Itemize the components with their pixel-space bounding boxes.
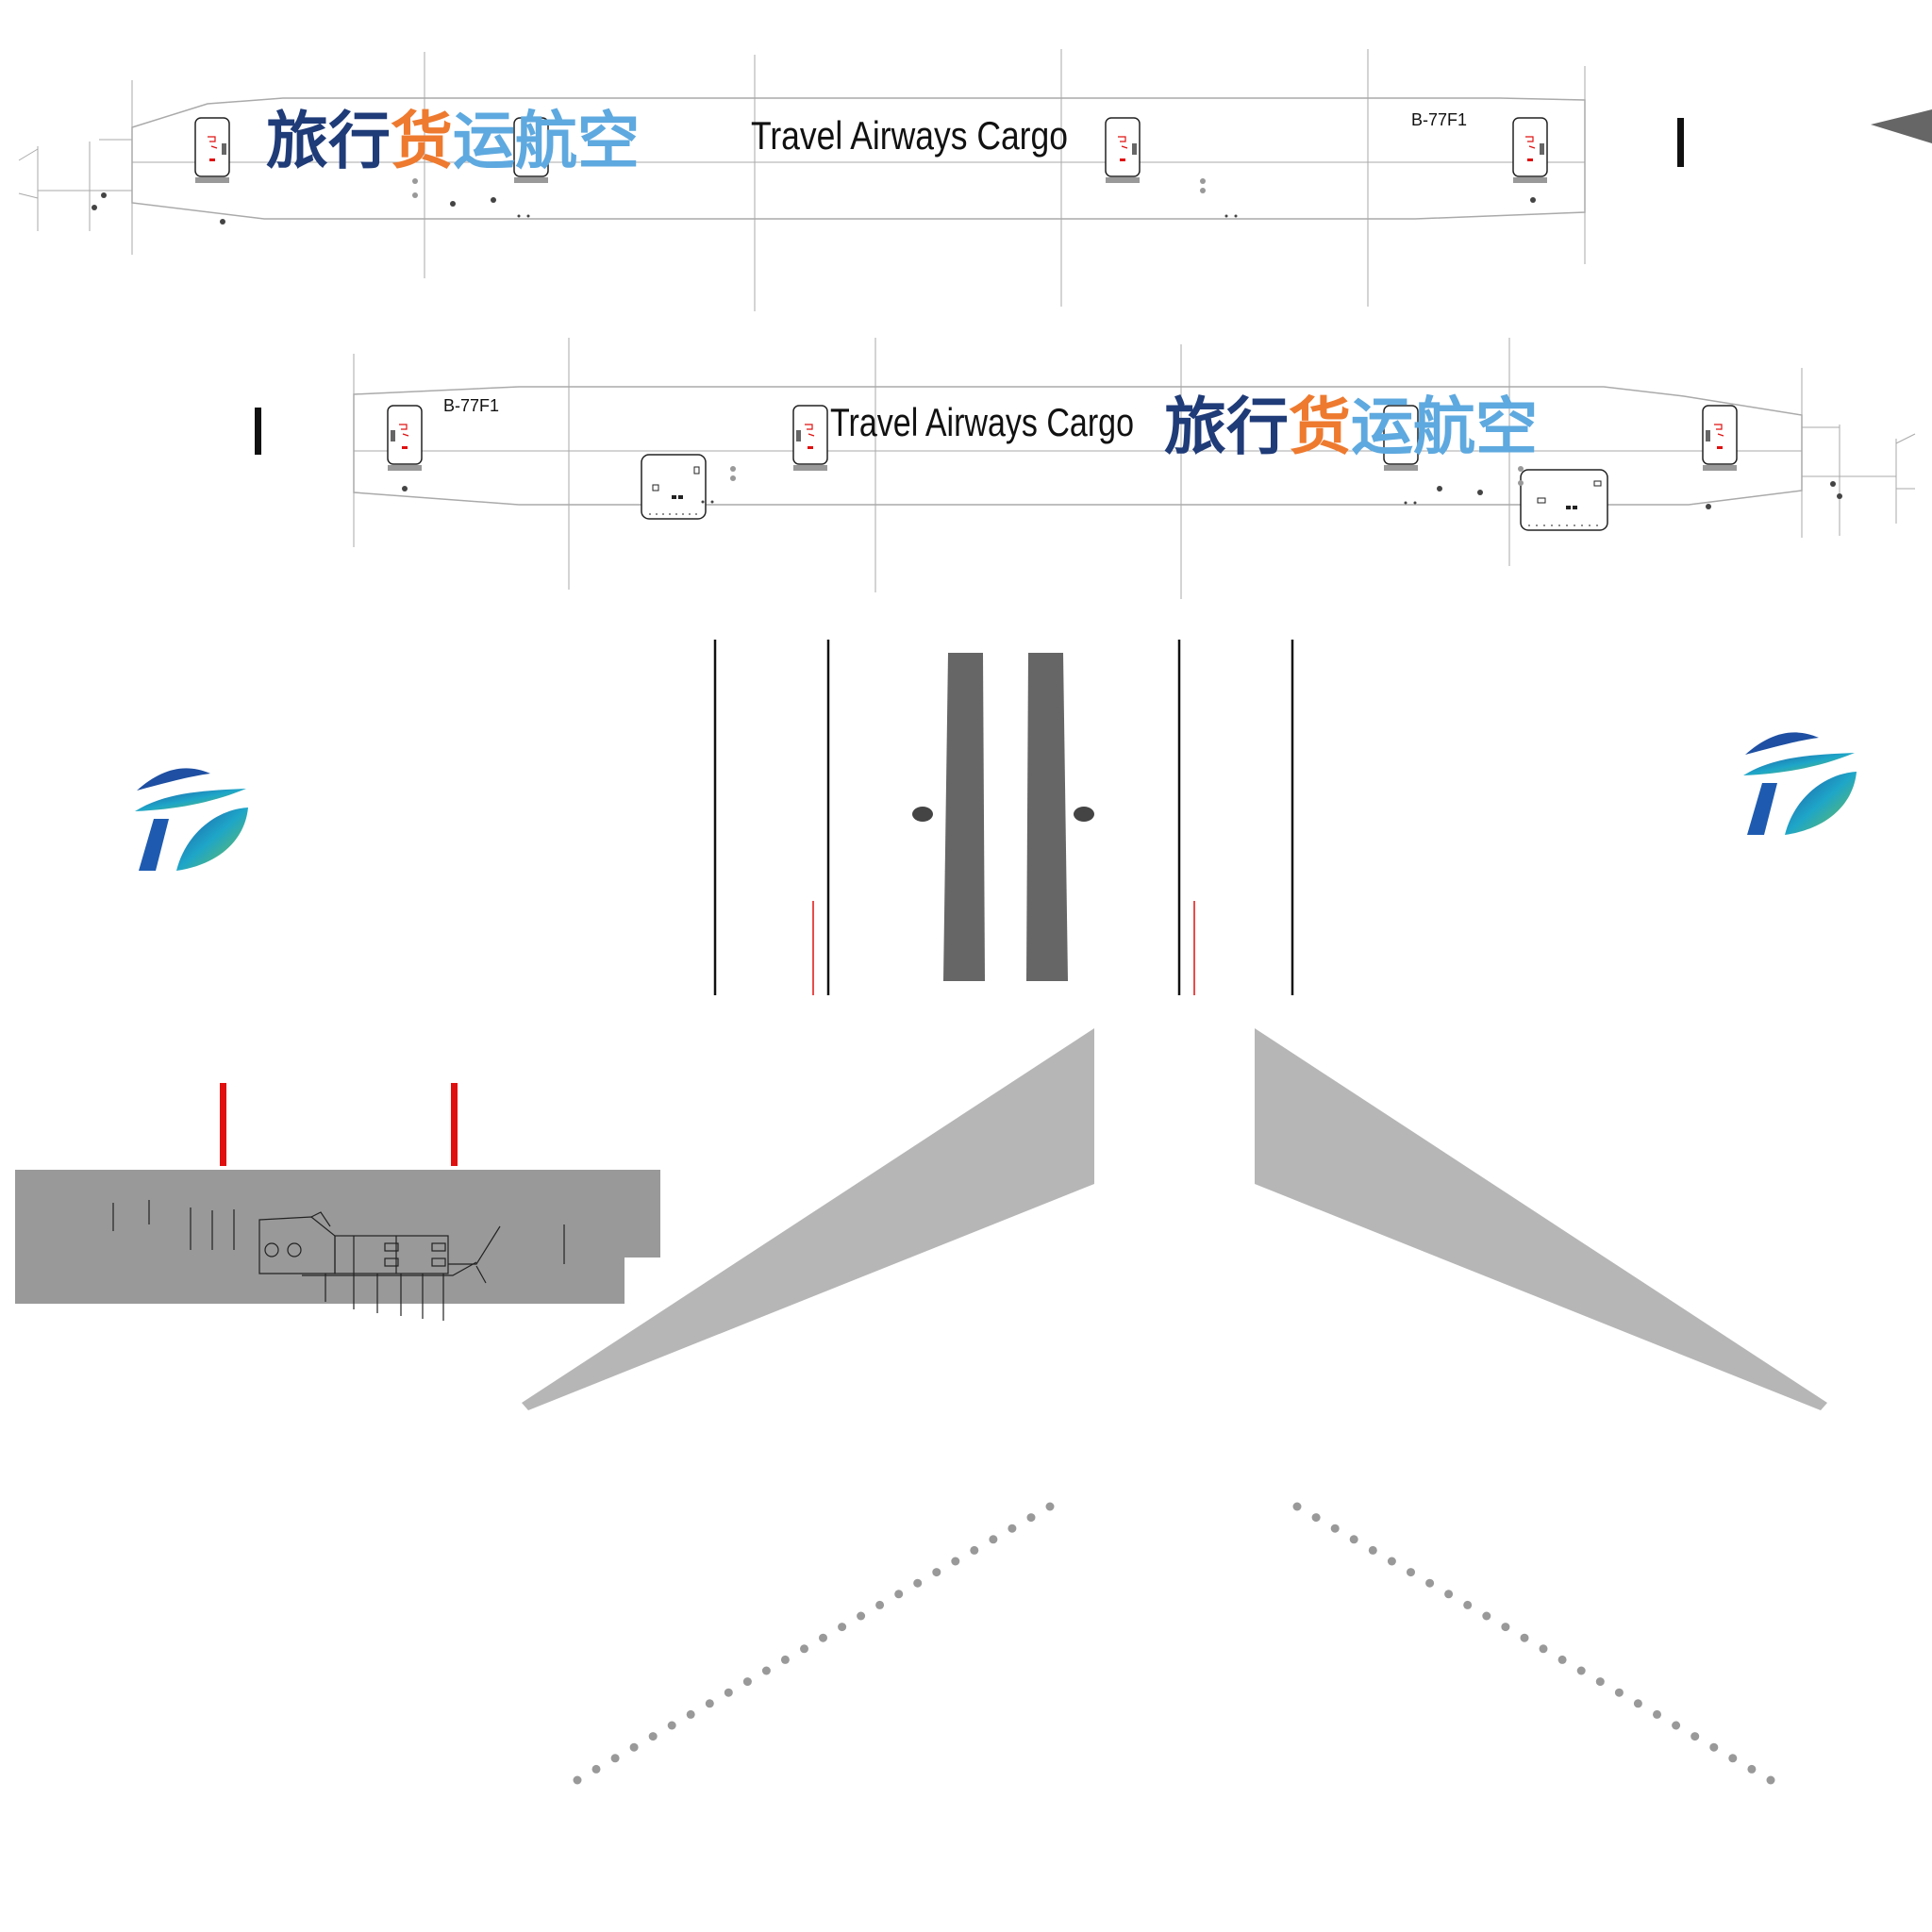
flap-dot [1576,1666,1586,1675]
door-icon [1702,405,1738,471]
airline-name-cn-orange: 货 [391,105,453,177]
airline-name-cn-dark: 旅行 [1164,391,1289,463]
flap-dot [742,1677,752,1687]
marker-bar [255,408,261,455]
door-icon [1512,117,1548,183]
flap-dot [724,1688,733,1697]
nose-cone [1871,109,1932,143]
flap-dot [1520,1633,1529,1642]
flap-dot [932,1568,941,1577]
flap-dot [913,1578,923,1588]
registration-mark: B-77F1 [443,396,499,415]
wing-left [522,1028,1094,1410]
door-icon [792,405,828,471]
flap-dot [1368,1545,1377,1555]
registration-mark: B-77F1 [1411,110,1467,129]
marker-bar [1677,118,1684,167]
flap-dot [1766,1775,1775,1785]
flap-dot [573,1775,582,1785]
airline-name-cn-orange: 货 [1289,391,1351,463]
flap-dot [761,1666,771,1675]
flap-dot [1008,1524,1017,1533]
flap-dot [1614,1688,1624,1697]
flap-dot [1747,1764,1757,1774]
flap-dot [1463,1600,1473,1609]
flap-dot [970,1545,979,1555]
flap-dot [819,1633,827,1642]
cargo-door-icon [1520,469,1608,531]
flap-dot [705,1699,714,1708]
flap-dot [1539,1644,1548,1654]
airline-name-en: Travel Airways Cargo [830,400,1134,444]
airline-name-cn-light: 运航空 [1351,391,1538,463]
flap-dot [1690,1732,1700,1741]
wing-right [1255,1028,1827,1410]
flap-dot [989,1535,998,1544]
door-icon [1105,117,1141,183]
flap-dot [951,1557,960,1566]
flap-dot [800,1644,808,1654]
flap-dot [1728,1754,1738,1763]
flap-dot [1425,1578,1435,1588]
engine-template [713,640,1294,995]
flap-dot [629,1742,639,1752]
svg-text:旅行货运航空: 旅行货运航空 [266,105,640,177]
flap-dot [667,1721,676,1730]
flap-dot [1709,1742,1719,1752]
svg-text:旅行货运航空: 旅行货运航空 [1164,391,1538,463]
flap-dot [1595,1677,1605,1687]
flap-dot [857,1611,866,1621]
tail-template [15,1083,660,1321]
flap-dot [1292,1502,1302,1511]
airline-logo-icon [1743,732,1857,835]
flap-dot [1311,1513,1321,1523]
flap-dot [1482,1611,1491,1621]
flap-dot [838,1623,847,1632]
cargo-door-icon [641,454,707,520]
flap-dot [1330,1524,1340,1533]
flap-dot [1501,1623,1510,1632]
door-icon [513,117,549,183]
flap-dot [1444,1590,1454,1599]
airline-name-cn-light: 运航空 [453,105,640,177]
flap-dot [610,1754,620,1763]
flap-dot [1349,1535,1358,1544]
flap-dot [894,1590,904,1599]
flap-dot [591,1764,601,1774]
airline-name-en: Travel Airways Cargo [751,113,1068,158]
flap-dot [1672,1721,1681,1730]
flap-dot [1653,1709,1661,1719]
fuselage-left-side: 旅行货运航空 Travel Airways Cargo B-77F1 [18,49,1932,311]
flap-dot [1557,1655,1567,1664]
flap-dot [875,1600,885,1609]
airline-logo-icon [135,768,248,871]
flap-dots-right [1292,1502,1775,1785]
flap-dot [1026,1513,1036,1523]
door-icon [387,405,423,471]
airline-name-cn-dark: 旅行 [266,105,391,177]
door-icon [1383,405,1419,471]
flap-dots-left [573,1502,1055,1785]
flap-dot [1045,1502,1055,1511]
flap-dot [648,1732,658,1741]
door-icon [194,117,230,183]
flap-dot [686,1709,695,1719]
flap-dot [1407,1568,1415,1577]
flap-dot [1387,1557,1396,1566]
flap-dot [1633,1699,1642,1708]
fuselage-right-side: B-77F1 Travel Airways Cargo 旅行货运航空 [255,338,1916,599]
flap-dot [780,1655,790,1664]
